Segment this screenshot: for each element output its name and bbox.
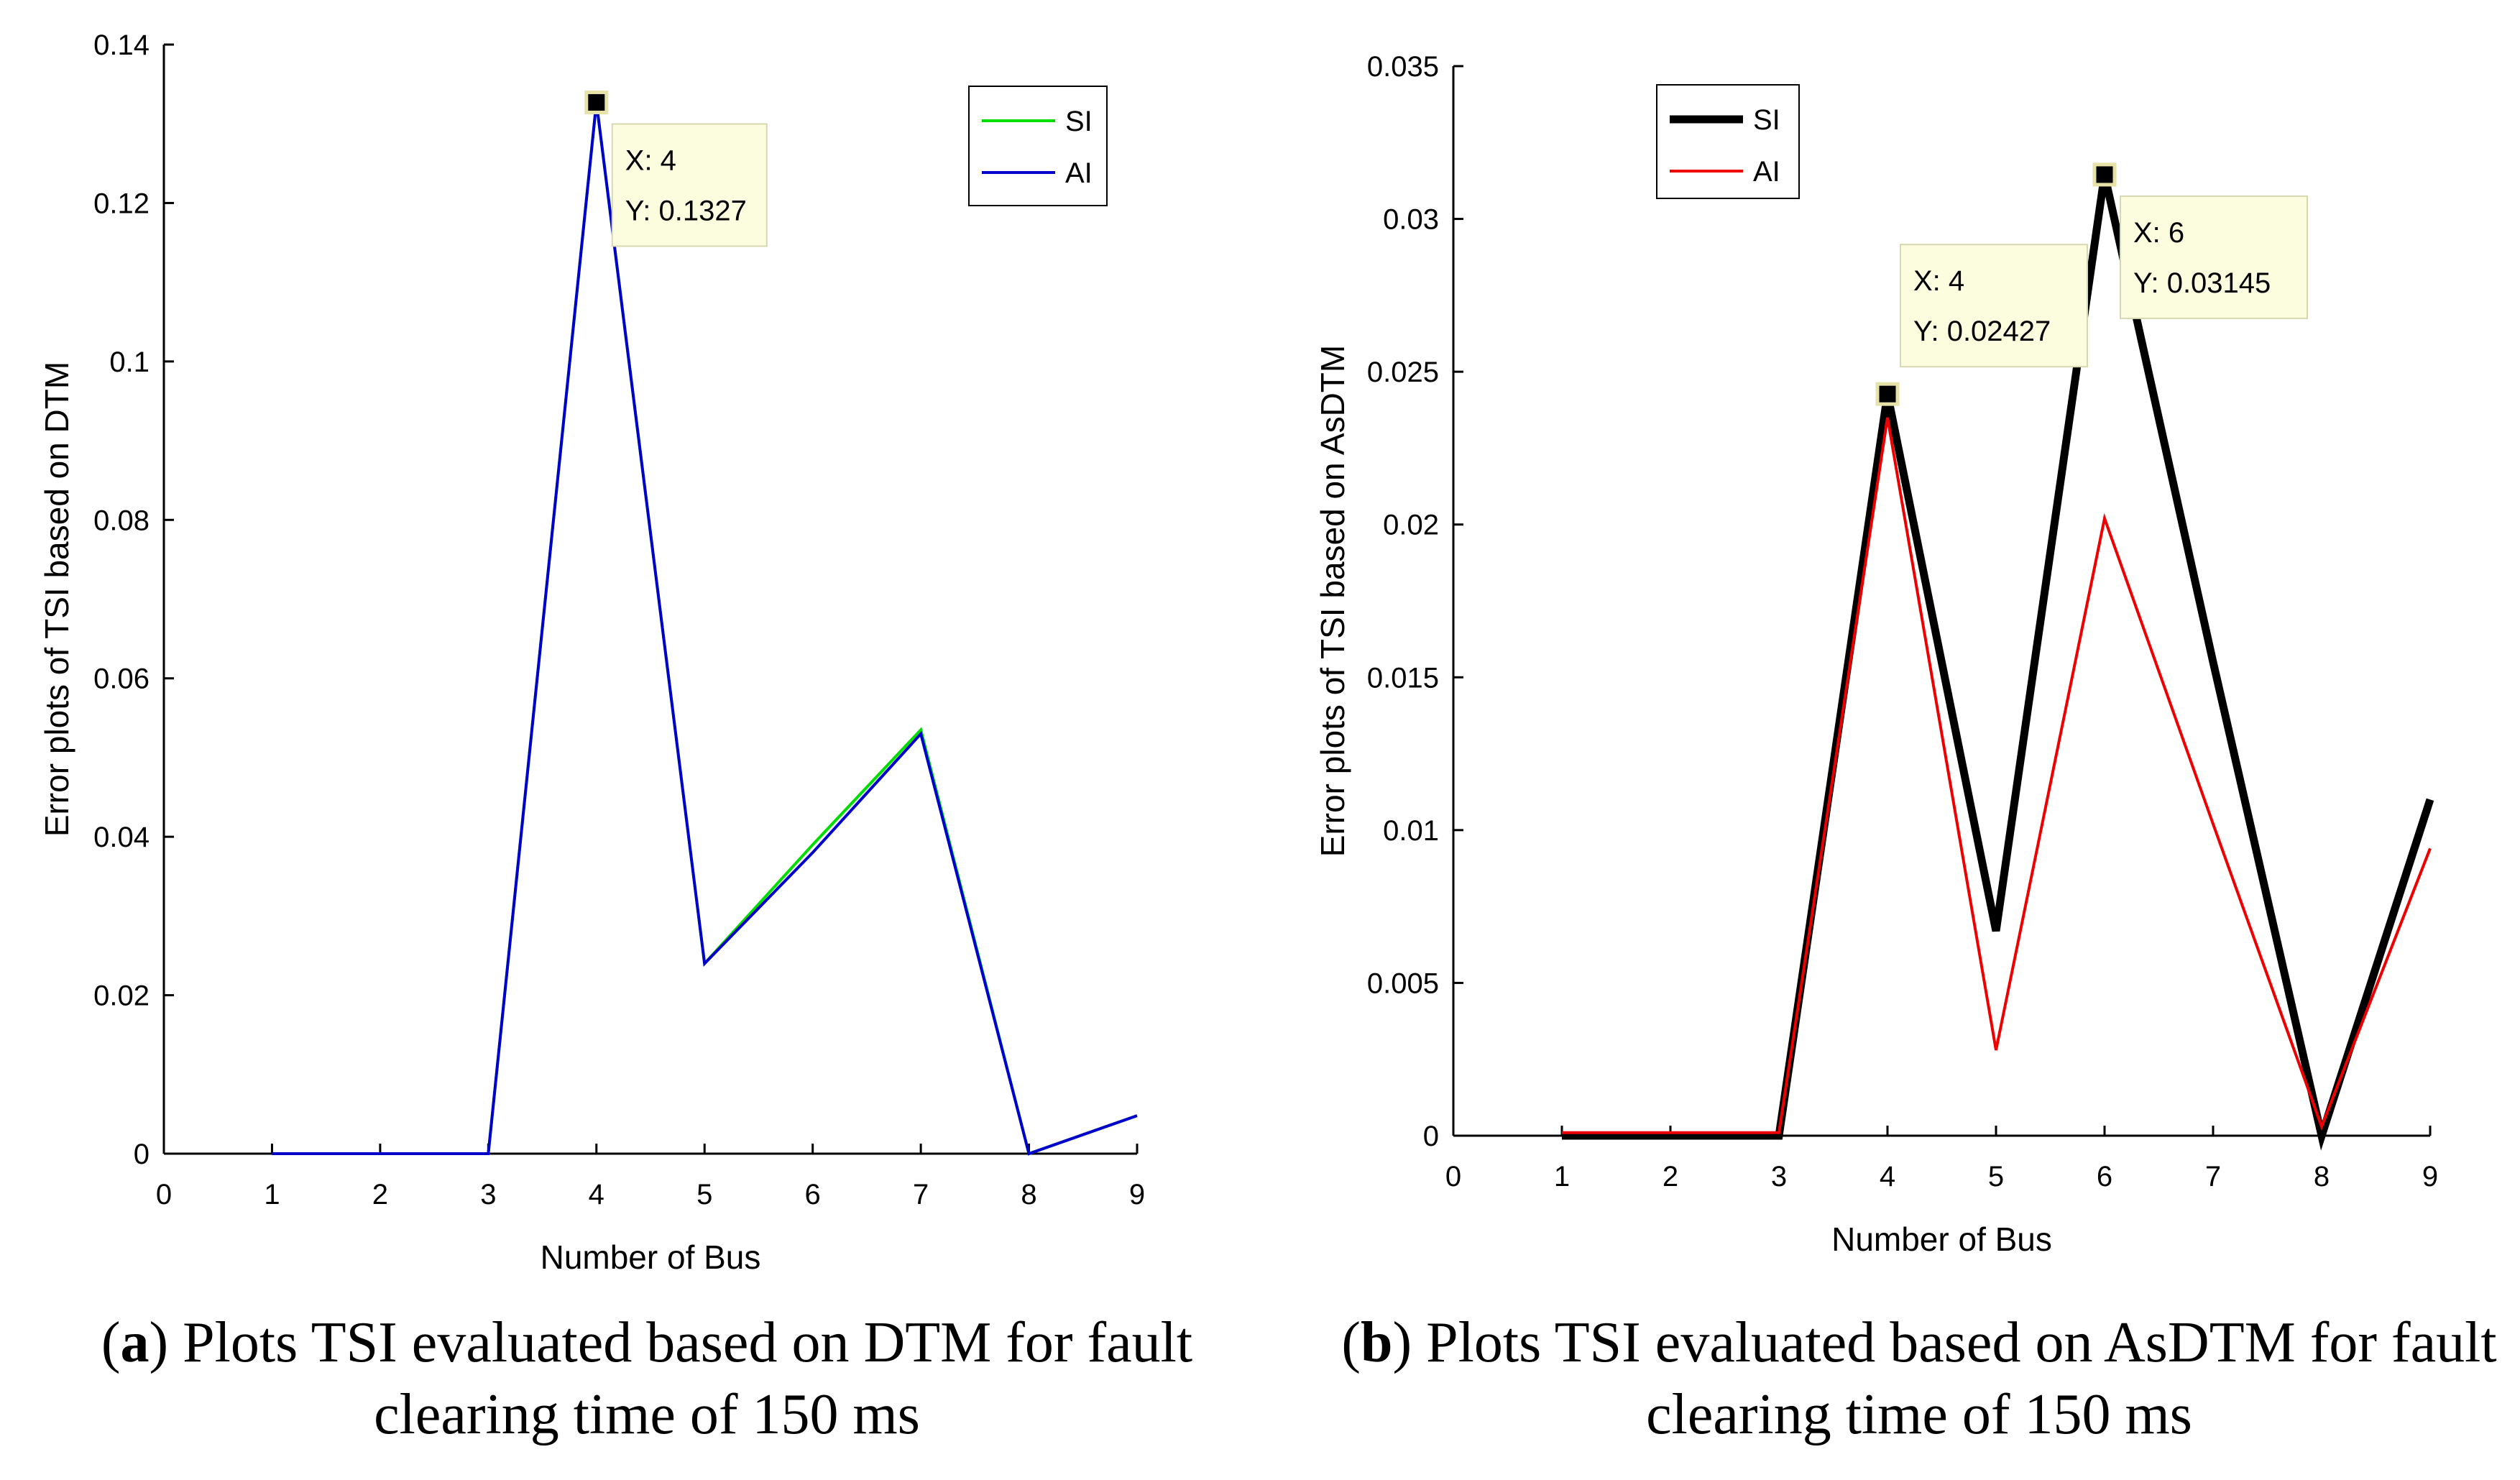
x-tick-label: 5	[1988, 1161, 2004, 1192]
y-tick-label: 0	[1423, 1121, 1439, 1152]
x-axis-label: Number of Bus	[541, 1238, 761, 1276]
x-tick-label: 6	[2097, 1161, 2112, 1192]
x-tick-label: 4	[589, 1179, 604, 1210]
x-tick-label: 7	[913, 1179, 929, 1210]
x-tick-label: 1	[264, 1179, 280, 1210]
datatip-x-text: X: 4	[1913, 265, 1964, 297]
y-axis-label: Error plots of TSI based on DTM	[38, 362, 75, 837]
datatip-box	[1900, 244, 2088, 368]
x-tick-label: 0	[1445, 1161, 1461, 1192]
x-tick-label: 0	[156, 1179, 172, 1210]
x-tick-label: 9	[1129, 1179, 1145, 1210]
caption-b: (b) Plots TSI evaluated based on AsDTM f…	[1341, 1311, 2497, 1446]
datatip: X: 6 Y: 0.03145	[2092, 162, 2308, 319]
y-tick-label: 0.025	[1367, 357, 1439, 388]
legend: SI AI	[968, 86, 1108, 206]
y-tick-label: 0.005	[1367, 967, 1439, 999]
x-tick-label: 3	[480, 1179, 496, 1210]
y-tick-label: 0.1	[109, 346, 150, 378]
datatip-y-text: Y: 0.02427	[1913, 316, 2051, 347]
datatip: X: 4 Y: 0.02427	[1875, 244, 2088, 406]
datatip-box	[2120, 195, 2308, 319]
datatip: X: 4 Y: 0.1327	[584, 90, 768, 247]
y-tick-label: 0.02	[93, 980, 150, 1012]
y-axis-label: Error plots of TSI based on AsDTM	[1314, 345, 1351, 857]
datatip-marker	[1875, 382, 1900, 406]
datatip-x-text: X: 4	[625, 144, 676, 176]
datatip-x-text: X: 6	[2133, 217, 2184, 249]
y-tick-label: 0.02	[1383, 510, 1439, 541]
y-tick-label: 0.015	[1367, 662, 1439, 694]
legend-label-ai: AI	[1753, 156, 1780, 188]
x-tick-label: 5	[696, 1179, 712, 1210]
x-tick-label: 2	[372, 1179, 388, 1210]
x-tick-label: 8	[2314, 1161, 2330, 1192]
x-axis-label: Number of Bus	[1831, 1221, 2052, 1258]
caption-b-text: Plots TSI evaluated based on AsDTM for f…	[1426, 1311, 2497, 1446]
legend: SI AI	[1656, 84, 1800, 199]
x-tick-label: 2	[1663, 1161, 1678, 1192]
x-tick-label: 8	[1021, 1179, 1036, 1210]
x-tick-label: 3	[1771, 1161, 1787, 1192]
legend-label-si: SI	[1065, 106, 1093, 137]
datatip-marker	[2092, 162, 2117, 187]
x-tick-label: 7	[2205, 1161, 2221, 1192]
legend-box	[1656, 84, 1800, 199]
x-tick-label: 6	[805, 1179, 821, 1210]
y-tick-label: 0.08	[93, 505, 150, 536]
y-tick-label: 0.12	[93, 188, 150, 219]
caption-a-letter: a	[120, 1311, 150, 1374]
legend-box	[968, 86, 1108, 206]
x-tick-label: 9	[2422, 1161, 2438, 1192]
legend-label-si: SI	[1753, 104, 1780, 136]
series-line-ai	[1562, 417, 2432, 1134]
y-tick-label: 0.035	[1367, 51, 1439, 83]
y-tick-label: 0.14	[93, 29, 150, 61]
x-tick-label: 1	[1554, 1161, 1570, 1192]
datatip-y-text: Y: 0.1327	[625, 195, 747, 226]
datatip-marker	[584, 90, 609, 114]
x-tick-label: 4	[1880, 1161, 1895, 1192]
y-tick-label: 0.04	[93, 822, 150, 853]
series-line-ai	[272, 102, 1138, 1156]
series-line-si	[272, 102, 1138, 1156]
datatip-box	[611, 123, 768, 247]
chart-panel-b: 0 1 2 3 4 5 6 7 8 9 0 0.005 0.01 0.015 0.02 0.025 0.03 0.…	[1314, 51, 2438, 1258]
chart-panel-a: 0 1 2 3 4 5 6 7 8 9 0 0.02 0.04 0.06 0.08 0.1 0.12 0.14 Nu…	[38, 29, 1145, 1276]
caption-a-text: Plots TSI evaluated based on DTM for fau…	[183, 1311, 1193, 1446]
y-tick-label: 0	[134, 1139, 150, 1170]
datatip-y-text: Y: 0.03145	[2133, 267, 2271, 299]
series-line-si	[1562, 173, 2434, 1151]
y-tick-label: 0.01	[1383, 815, 1439, 847]
caption-a: (a) Plots TSI evaluated based on DTM for…	[101, 1311, 1193, 1446]
caption-b-letter: b	[1361, 1311, 1393, 1374]
legend-label-ai: AI	[1065, 157, 1093, 189]
y-tick-label: 0.03	[1383, 204, 1439, 236]
y-tick-label: 0.06	[93, 663, 150, 695]
